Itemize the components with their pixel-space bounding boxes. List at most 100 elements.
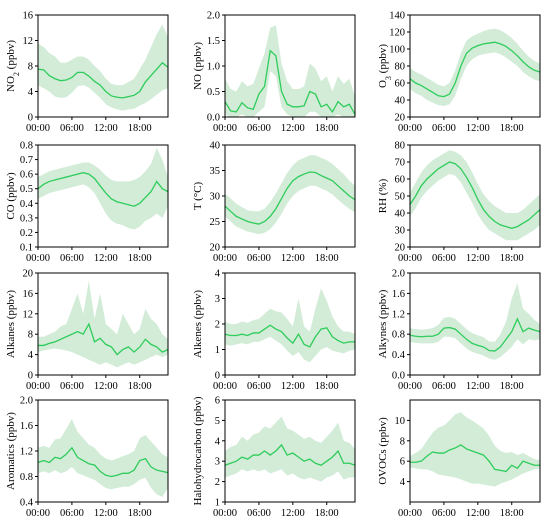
y-axis-label: NO2 (ppbv) xyxy=(5,40,21,92)
confidence-band xyxy=(225,416,355,482)
y-tick-label: 16 xyxy=(23,11,34,22)
y-axis-label-text: Alkenes (ppbv) xyxy=(192,290,204,358)
x-tick-label: 00:00 xyxy=(213,381,237,392)
y-tick-label: 0.4 xyxy=(20,199,34,210)
plot-frame xyxy=(409,399,541,503)
x-tick-label: 06:00 xyxy=(60,123,84,134)
y-tick-label: 4 xyxy=(215,269,221,280)
y-tick-label: 6 xyxy=(400,457,405,468)
y-axis-label-text: Alkynes (ppbv) xyxy=(377,289,389,358)
y-tick-label: 1.2 xyxy=(392,309,405,320)
plot-frame xyxy=(37,272,169,376)
y-axis-label-text: T (°C) xyxy=(192,182,204,211)
confidence-band xyxy=(225,155,355,235)
x-tick-label: 12:00 xyxy=(281,253,305,264)
y-tick-label: 2.0 xyxy=(207,11,220,22)
y-axis-label: Aromatics (ppbv) xyxy=(5,412,17,490)
y-axis-label-text: O xyxy=(377,80,389,88)
x-tick-label: 12:00 xyxy=(281,123,305,134)
y-tick-label: 20 xyxy=(210,243,221,254)
confidence-band xyxy=(410,28,540,106)
y-tick-label: 0.2 xyxy=(20,228,33,239)
y-tick-label: 80 xyxy=(395,141,406,152)
x-tick-label: 12:00 xyxy=(466,123,490,134)
y-tick-label: 10 xyxy=(395,416,406,427)
panel-2: 0.0 0.5 1.0 1.5 2.0 00:00 06:00 12:00 18:00 NO (p… xyxy=(192,11,356,134)
y-tick-label: 0.8 xyxy=(20,472,33,483)
y-axis-label: Alkenes (ppbv) xyxy=(192,290,204,358)
y-axis-label: NO (ppbv) xyxy=(192,42,204,90)
confidence-band xyxy=(38,419,168,497)
y-tick-label: 70 xyxy=(395,158,406,169)
plot-frame xyxy=(37,144,169,248)
y-tick-label: 35 xyxy=(210,166,221,177)
y-tick-label: 40 xyxy=(395,96,406,107)
x-tick-label: 12:00 xyxy=(94,508,118,519)
y-tick-label: 1.6 xyxy=(20,421,33,432)
y-tick-label: 5 xyxy=(215,416,220,427)
y-axis-label-text: OVOCs (ppbv) xyxy=(377,417,389,485)
y-axis-label-unit: (ppbv) xyxy=(377,44,389,76)
x-tick-label: 18:00 xyxy=(315,508,339,519)
series-line xyxy=(409,41,541,98)
confidence-band xyxy=(38,24,168,111)
y-axis-label-unit: (ppbv) xyxy=(192,42,204,74)
confidence-band xyxy=(225,25,355,118)
x-tick-label: 06:00 xyxy=(432,123,456,134)
panel-4: 0.1 0.2 0.3 0.4 0.5 0.6 0.7 0.8 00:00 06:00 12:00 1… xyxy=(5,141,169,264)
panel-3: 20 40 60 80 100 120 140 00:00 06:00 12:00 18:00 O3 … xyxy=(377,11,541,134)
x-tick-label: 00:00 xyxy=(26,123,50,134)
series-line xyxy=(409,161,541,229)
y-axis-label: OVOCs (ppbv) xyxy=(377,417,389,485)
x-tick-label: 06:00 xyxy=(247,508,271,519)
y-tick-label: 12 xyxy=(23,309,34,320)
y-tick-label: 0.3 xyxy=(20,213,33,224)
x-tick-label: 06:00 xyxy=(60,253,84,264)
y-axis-label-text: CO (ppbv) xyxy=(5,172,17,220)
confidence-band xyxy=(410,150,540,241)
x-tick-label: 06:00 xyxy=(432,253,456,264)
y-tick-label: 20 xyxy=(395,243,406,254)
y-tick-label: 1.0 xyxy=(207,62,220,73)
y-axis-label-unit: (ppbv) xyxy=(5,40,17,72)
series-line xyxy=(224,443,356,467)
y-tick-label: 2 xyxy=(215,477,220,488)
x-tick-label: 18:00 xyxy=(315,253,339,264)
x-tick-label: 18:00 xyxy=(500,381,524,392)
plot-frame xyxy=(224,399,356,503)
y-tick-label: 0.0 xyxy=(392,371,405,382)
y-axis-label-text: RH (%) xyxy=(377,178,389,213)
panel-6: 20 30 40 50 60 70 80 00:00 06:00 12:00 18:00 RH (%) xyxy=(377,141,541,264)
y-tick-label: 3 xyxy=(215,294,220,305)
panel-12: 4 6 8 10 00:00 06:00 12:00 18:00 OVOCs (ppbv) xyxy=(377,399,541,519)
y-tick-label: 100 xyxy=(389,45,405,56)
series-line xyxy=(224,171,356,225)
x-tick-label: 00:00 xyxy=(398,381,422,392)
x-tick-label: 06:00 xyxy=(60,381,84,392)
series-line xyxy=(37,172,169,207)
y-tick-label: 40 xyxy=(395,209,406,220)
y-tick-label: 8 xyxy=(28,62,33,73)
y-tick-label: 80 xyxy=(395,62,406,73)
x-tick-label: 18:00 xyxy=(128,253,152,264)
x-tick-label: 12:00 xyxy=(94,381,118,392)
x-tick-label: 18:00 xyxy=(128,123,152,134)
y-tick-label: 12 xyxy=(23,36,34,47)
confidence-band xyxy=(38,280,168,368)
x-tick-label: 00:00 xyxy=(213,508,237,519)
y-axis-label: Alkanes (ppbv) xyxy=(5,290,17,358)
y-tick-label: 0.6 xyxy=(20,170,33,181)
x-tick-label: 00:00 xyxy=(398,508,422,519)
y-tick-label: 20 xyxy=(23,269,34,280)
y-tick-label: 1.5 xyxy=(207,36,220,47)
y-tick-label: 16 xyxy=(23,289,34,300)
series-line xyxy=(410,444,540,473)
y-tick-label: 20 xyxy=(395,113,406,124)
y-tick-label: 60 xyxy=(395,79,406,90)
x-tick-label: 18:00 xyxy=(500,253,524,264)
y-tick-label: 2 xyxy=(215,320,220,331)
y-tick-label: 4 xyxy=(28,350,34,361)
y-tick-label: 1.2 xyxy=(20,447,33,458)
x-tick-label: 12:00 xyxy=(94,123,118,134)
